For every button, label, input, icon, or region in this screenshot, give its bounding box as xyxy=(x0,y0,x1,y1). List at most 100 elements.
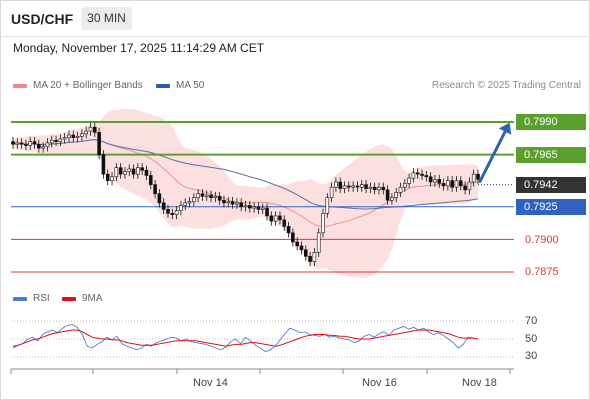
candle-body xyxy=(123,171,127,175)
rsi-line xyxy=(12,324,479,353)
candle-body xyxy=(278,215,282,221)
candle-body xyxy=(325,197,330,214)
candle-body xyxy=(424,175,429,178)
candle-body xyxy=(316,232,321,253)
candle-body xyxy=(299,245,304,251)
candle-body xyxy=(308,256,312,262)
level-label-0925: 0.7925 xyxy=(516,199,586,215)
candle-body xyxy=(364,184,368,189)
candle-body xyxy=(196,193,200,198)
candle-body xyxy=(338,181,343,189)
candle-body xyxy=(295,241,299,247)
candle-body xyxy=(359,184,364,188)
candle-body xyxy=(41,146,45,149)
candle-body xyxy=(454,180,459,188)
symbol-label: USD/CHF xyxy=(11,11,74,27)
candle-body xyxy=(334,181,338,188)
candle-body xyxy=(161,202,166,210)
candle-body xyxy=(144,169,149,176)
candle-body xyxy=(252,206,256,209)
ma50-legend-label: MA 50 xyxy=(176,80,205,91)
candle-body xyxy=(312,252,317,262)
candle-body xyxy=(24,143,28,146)
candle-body xyxy=(347,185,351,188)
candle-body xyxy=(140,167,144,171)
forecast-arrow-head xyxy=(498,122,512,135)
candle-body xyxy=(170,213,175,215)
header-bar: USD/CHF 30 MIN xyxy=(0,0,590,37)
candle-body xyxy=(105,173,110,181)
forecast-arrow-shaft xyxy=(478,128,508,183)
candle-body xyxy=(84,130,88,135)
candle-body xyxy=(200,193,205,197)
candle-body xyxy=(93,126,97,133)
ma9-swatch xyxy=(62,296,76,301)
level-label-0875: 0.7875 xyxy=(525,266,559,278)
candle-body xyxy=(420,173,424,176)
candle-body xyxy=(217,196,222,201)
candle-body xyxy=(441,183,446,187)
level-label-0900: 0.7900 xyxy=(525,234,559,246)
candle-body xyxy=(187,201,192,204)
candle-body xyxy=(127,168,132,172)
candle-body xyxy=(403,183,407,188)
candle-body xyxy=(179,205,183,211)
candle-body xyxy=(32,141,37,145)
current-price-label: 0.7942 xyxy=(516,177,586,193)
candle-body xyxy=(230,201,235,205)
candle-body xyxy=(428,176,433,183)
candle-body xyxy=(58,138,63,142)
candle-body xyxy=(131,168,136,175)
candle-body xyxy=(192,197,196,202)
ma20-swatch xyxy=(13,83,27,88)
candle-body xyxy=(463,185,467,191)
candle-body xyxy=(148,175,153,185)
candle-body xyxy=(269,215,274,222)
credit-text: Research © 2025 Trading Central xyxy=(431,80,581,91)
candle-body xyxy=(174,210,179,215)
candle-body xyxy=(394,192,398,198)
candle-body xyxy=(88,126,93,132)
candle-body xyxy=(49,139,54,144)
candle-body xyxy=(398,186,403,193)
candle-body xyxy=(243,205,248,208)
candle-body xyxy=(15,142,20,145)
candle-body xyxy=(213,196,218,198)
candle-body xyxy=(273,215,278,222)
candle-body xyxy=(368,186,373,189)
ma20-legend-label: MA 20 + Bollinger Bands xyxy=(33,80,143,91)
candle-body xyxy=(450,180,454,188)
candle-body xyxy=(101,154,106,175)
candle-body xyxy=(183,202,188,206)
rsi-legend-label: RSI xyxy=(33,293,50,304)
candle-body xyxy=(303,249,308,257)
candle-body xyxy=(45,142,50,148)
x-tick-nov14: Nov 14 xyxy=(193,377,228,389)
rsi-swatch xyxy=(13,296,27,301)
candle-body xyxy=(329,186,334,198)
rsi-tick-70: 70 xyxy=(525,315,538,327)
candle-body xyxy=(136,167,140,175)
candle-body xyxy=(11,141,15,145)
candle-body xyxy=(28,141,33,146)
candle-body xyxy=(239,202,243,208)
candle-body xyxy=(265,207,269,217)
candle-body xyxy=(471,173,476,183)
candle-body xyxy=(114,167,119,178)
candle-body xyxy=(97,132,101,155)
candle-body xyxy=(110,176,114,181)
candle-body xyxy=(390,197,394,201)
candle-body xyxy=(411,172,416,179)
candle-body xyxy=(19,142,24,145)
candle-body xyxy=(222,199,226,204)
candle-body xyxy=(446,180,450,187)
rsi-tick-50: 50 xyxy=(525,333,538,345)
candle-body xyxy=(157,193,162,204)
candle-body xyxy=(260,207,265,210)
candle-body xyxy=(437,179,442,184)
rsi-9ma-line xyxy=(12,329,479,347)
candle-body xyxy=(118,167,123,175)
candle-body xyxy=(342,185,347,189)
candle-body xyxy=(372,186,377,191)
interval-button[interactable]: 30 MIN xyxy=(81,7,132,30)
